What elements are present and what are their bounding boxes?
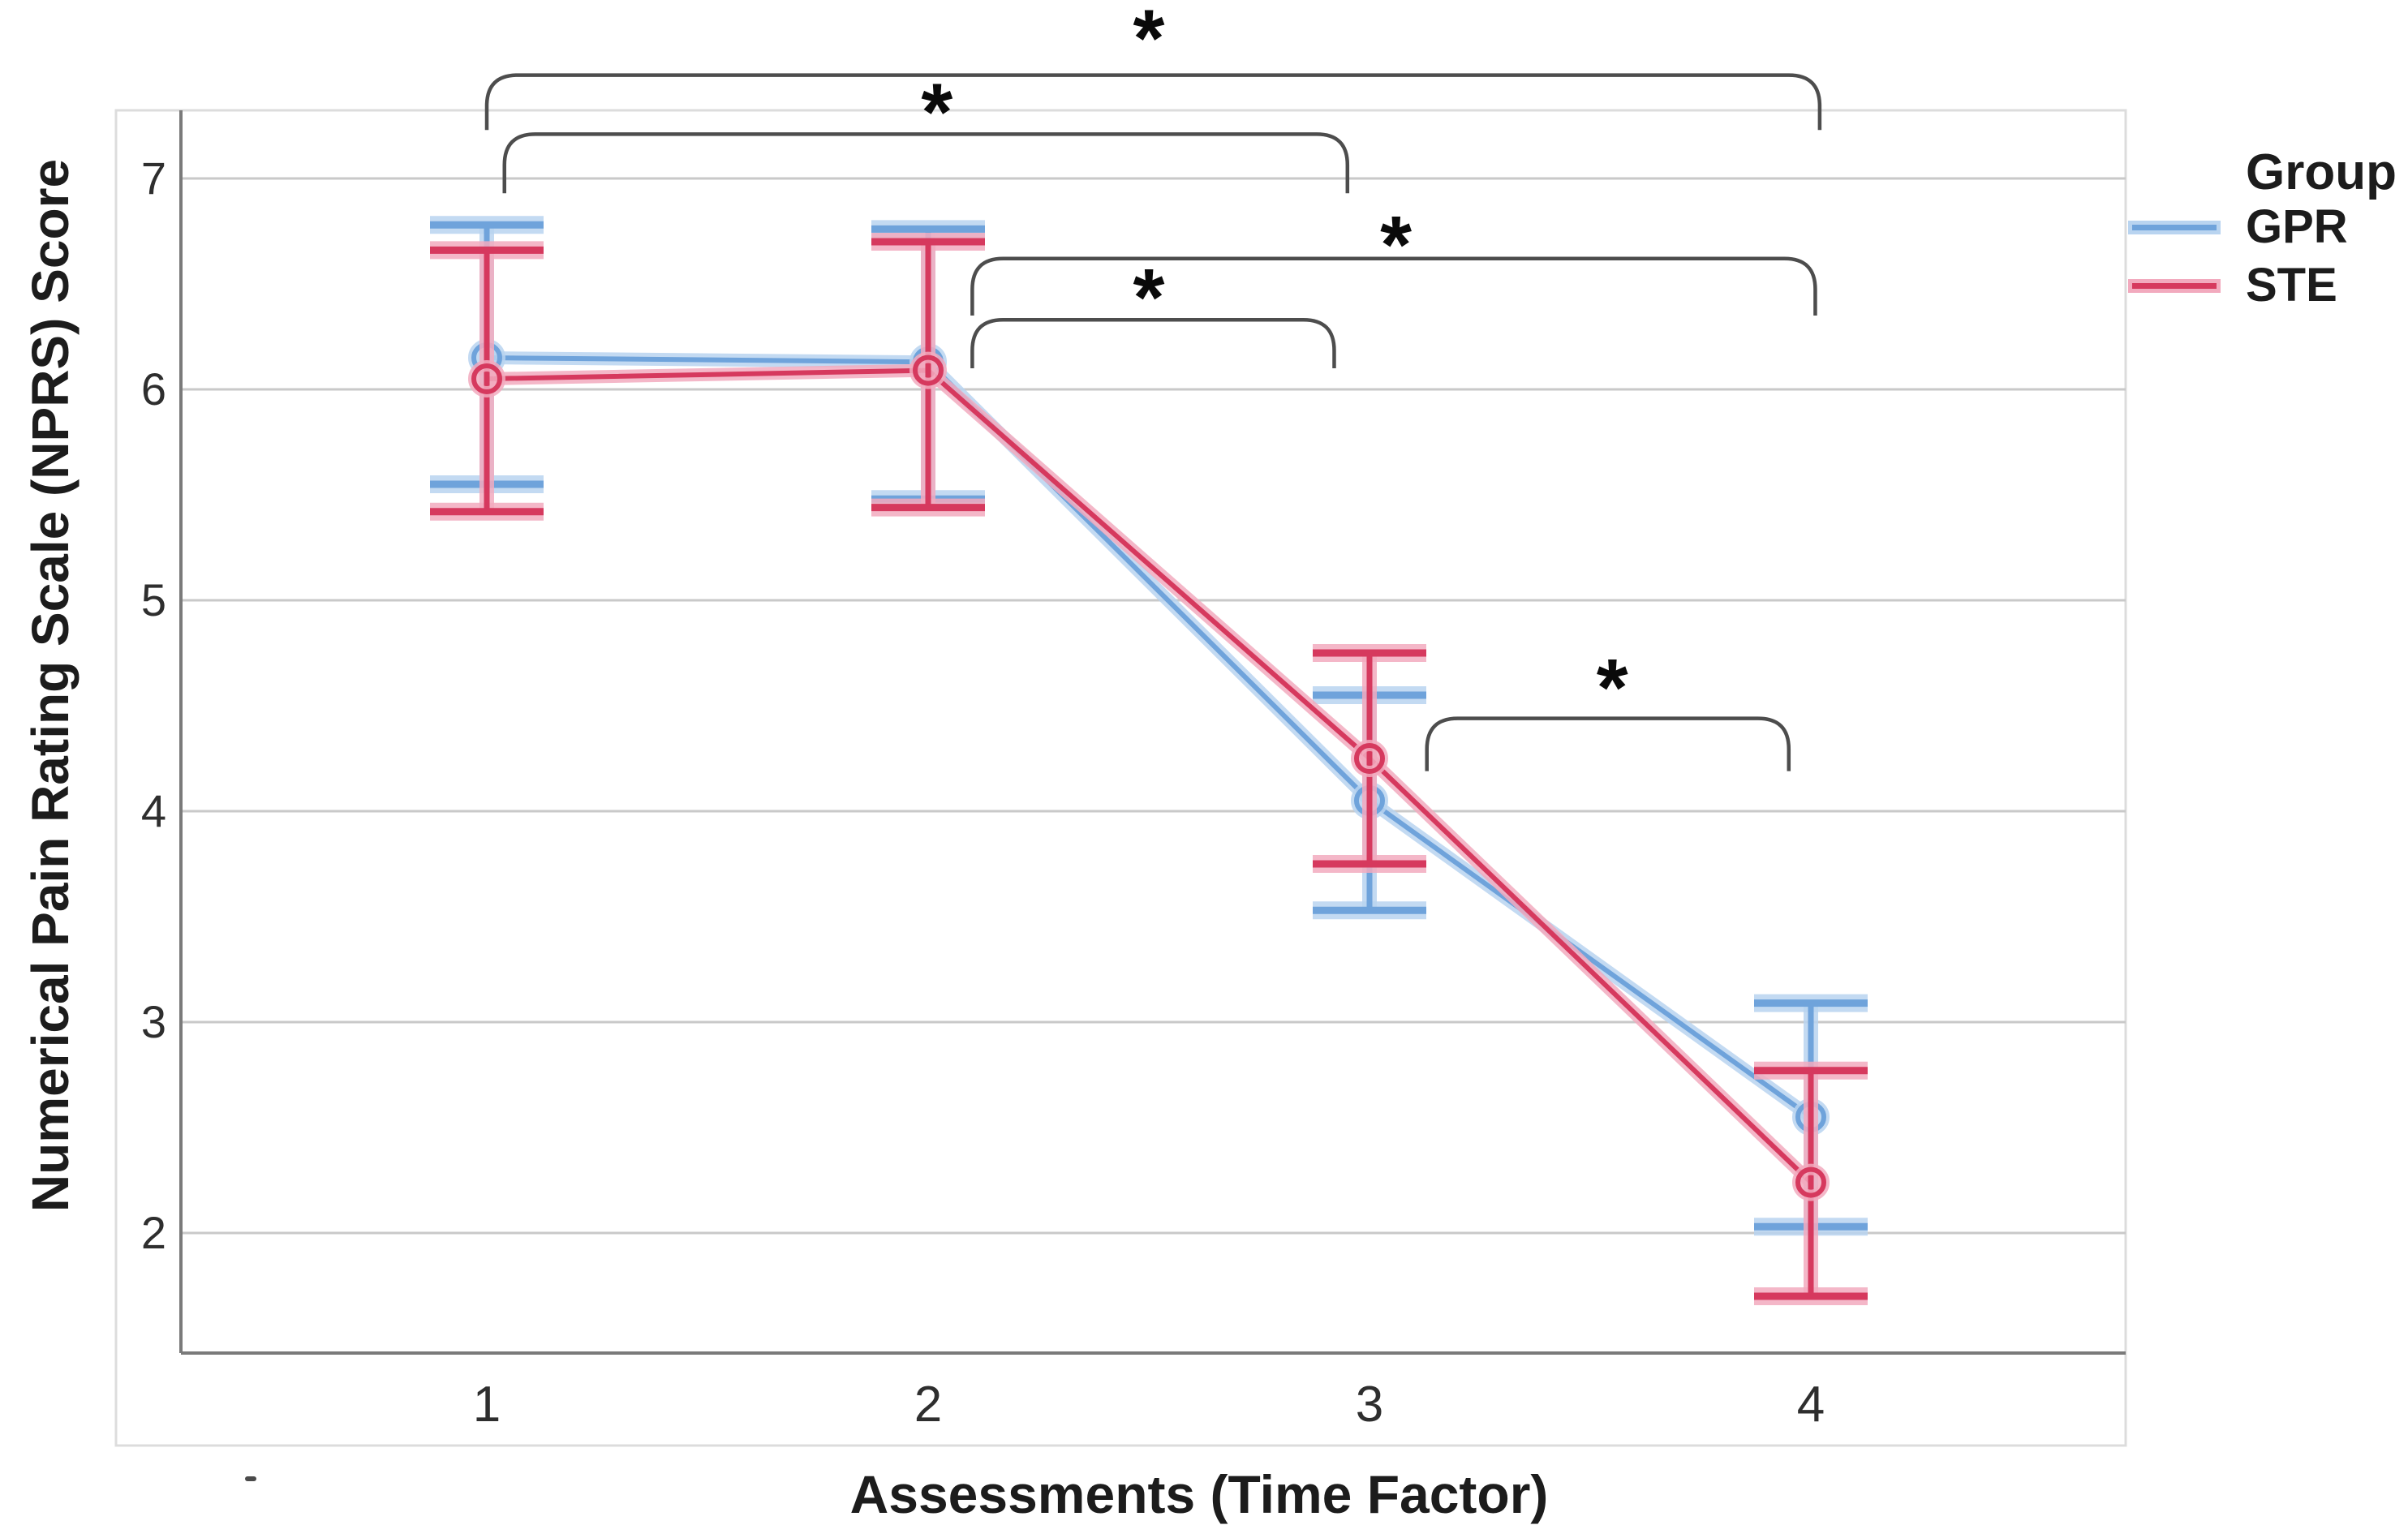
y-tick-label-5: 5: [141, 574, 166, 625]
ste-line-swatch-icon: [2132, 282, 2217, 289]
marker-STE-1: [471, 363, 502, 394]
legend-item-ste: STE: [2132, 256, 2408, 315]
line-GPR: [486, 355, 1812, 1119]
x-tick-label-2: 2: [914, 1377, 942, 1433]
x-tick-label-3: 3: [1356, 1377, 1383, 1433]
sig-bracket-3vs4: [1425, 716, 1791, 771]
sig-star-2vs4: *: [1380, 200, 1412, 290]
y-axis-title: Numerical Pain Rating Scale (NPRS) Score: [21, 158, 80, 1213]
x-tick-label-1: 1: [473, 1377, 501, 1433]
legend: Group GPR STE: [2132, 148, 2408, 315]
y-tick-label-3: 3: [141, 996, 166, 1047]
legend-label-ste: STE: [2246, 259, 2337, 311]
marker-STE-3: [1354, 743, 1385, 774]
legend-label-gpr: GPR: [2246, 200, 2348, 253]
plot-panel-frame: [114, 109, 2127, 1447]
sig-bracket-1vs3: [502, 132, 1350, 194]
stray-ink-mark: [245, 1476, 256, 1481]
legend-item-gpr: GPR: [2132, 198, 2408, 256]
x-tick-label-4: 4: [1797, 1377, 1825, 1433]
sig-star-2vs3: *: [1133, 252, 1165, 343]
sig-bracket-1vs4: [484, 73, 1822, 131]
sig-star-1vs3: *: [921, 67, 952, 157]
sig-star-1vs4: *: [1133, 0, 1165, 84]
line-STE: [486, 367, 1813, 1184]
sig-bracket-2vs3: [970, 317, 1336, 368]
y-tick-label-7: 7: [141, 153, 166, 204]
marker-STE-2: [913, 354, 944, 386]
x-axis-title: Assessments (Time Factor): [849, 1464, 1549, 1524]
y-tick-label-2: 2: [141, 1207, 166, 1258]
legend-title: Group: [2246, 144, 2397, 200]
sig-star-3vs4: *: [1597, 642, 1628, 733]
sig-bracket-2vs4: [970, 256, 1817, 316]
y-tick-label-4: 4: [141, 785, 166, 836]
gpr-line-swatch-icon: [2132, 224, 2217, 230]
marker-STE-4: [1795, 1166, 1826, 1198]
series-STE: [430, 233, 1868, 1305]
y-tick-label-6: 6: [141, 363, 166, 415]
